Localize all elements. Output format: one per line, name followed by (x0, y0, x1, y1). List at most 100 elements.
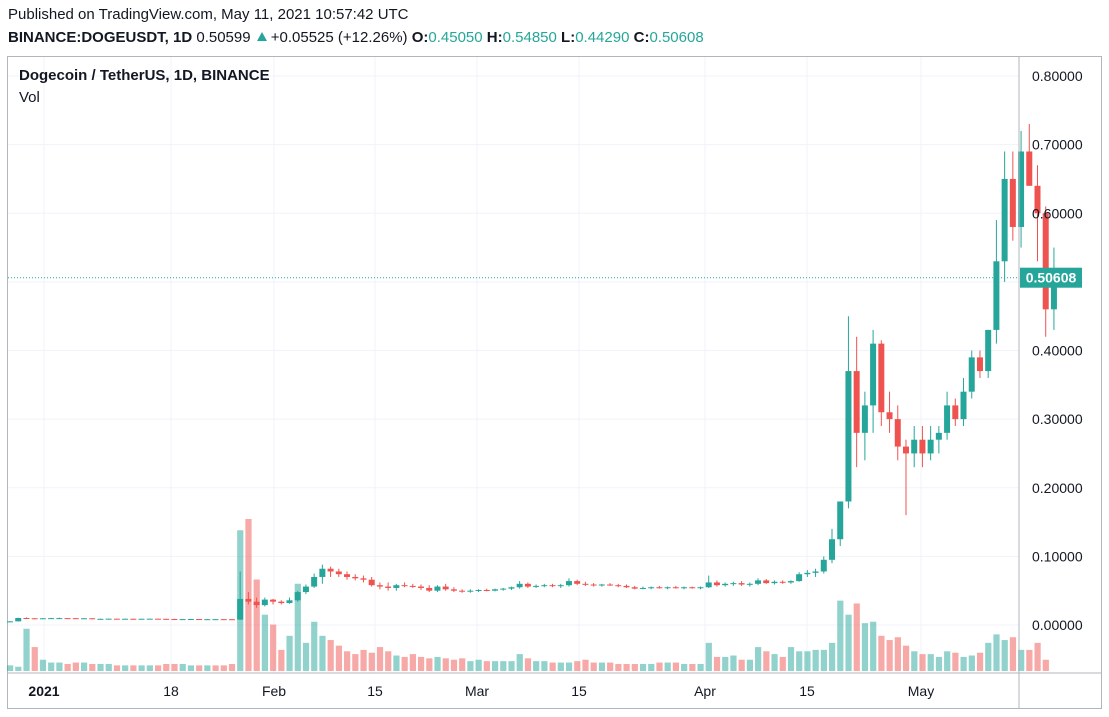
candle-body (426, 587, 433, 591)
candle-body (755, 580, 762, 584)
volume-bar (524, 658, 532, 671)
candle-body (615, 585, 622, 587)
volume-bar (138, 665, 145, 671)
volume-bar (278, 649, 285, 671)
candle-body (689, 587, 696, 589)
volume-bar (80, 662, 88, 671)
candle-body (467, 590, 474, 592)
volume-bars (7, 519, 1049, 671)
candle-body (837, 501, 844, 540)
volume-bar (1042, 659, 1049, 671)
candle-body (829, 539, 835, 560)
candle-body (730, 583, 737, 585)
candle-body (672, 587, 679, 589)
candle-body (459, 590, 466, 592)
volume-bar (812, 649, 819, 671)
volume-bar (56, 662, 63, 671)
candle-body (335, 571, 342, 575)
volume-bar (401, 656, 408, 671)
volume-bar (483, 661, 490, 671)
volume-bar (163, 663, 170, 671)
volume-bar (344, 651, 351, 671)
volume-bar (228, 663, 236, 671)
candle-body (434, 586, 441, 591)
candle-body (368, 579, 375, 586)
candle-body (270, 599, 277, 602)
candle-body (713, 582, 720, 586)
candle-body (89, 618, 96, 620)
volume-bar (639, 663, 647, 671)
candle-body (779, 581, 786, 583)
volume-bar (368, 652, 375, 671)
candle-body (927, 439, 934, 454)
close-label: C: (633, 29, 650, 46)
volume-bar (738, 659, 745, 671)
candle-body (23, 618, 30, 620)
volume-bar (442, 658, 449, 671)
candle-body (401, 585, 408, 587)
volume-bar (31, 647, 38, 671)
candle-body (1034, 185, 1041, 214)
volume-bar (689, 663, 696, 671)
y-tick-label: 0.10000 (1032, 548, 1083, 564)
candle-body (557, 585, 564, 587)
open-value: 0.45050 (428, 29, 483, 46)
candle-body (122, 618, 129, 620)
volume-bar (335, 645, 342, 671)
volume-bar (105, 663, 112, 671)
candle-body (886, 412, 893, 420)
volume-bar (985, 642, 992, 671)
candle-body (549, 585, 556, 587)
candle-body (598, 584, 605, 586)
volume-bar (1001, 640, 1008, 671)
volume-bar (894, 637, 901, 671)
axes: 0.800000.700000.600000.500000.400000.300… (8, 57, 1101, 708)
candle-body (212, 619, 219, 621)
volume-bar (993, 634, 1000, 671)
candle-body (294, 592, 301, 601)
candle-body (787, 581, 794, 583)
candle-body (944, 405, 951, 433)
grid-lines (8, 57, 1019, 673)
low-label: L: (561, 29, 576, 46)
candle-body (56, 618, 63, 620)
volume-bar (771, 654, 778, 671)
volume-bar (418, 656, 425, 671)
volume-bar (450, 659, 458, 671)
volume-bar (968, 655, 975, 671)
price-change: +0.05525 (+12.26%) (270, 29, 408, 46)
volume-legend: Vol (19, 89, 40, 106)
x-tick-label: 15 (799, 683, 815, 699)
candle-body (796, 574, 803, 582)
candle-body (705, 582, 712, 588)
volume-bar (886, 640, 893, 671)
badge-bg (1020, 267, 1082, 288)
volume-bar (541, 661, 548, 671)
candle-body (639, 587, 646, 589)
volume-bar (113, 665, 121, 671)
y-tick-label: 0.30000 (1032, 411, 1083, 427)
candle-body (344, 574, 351, 577)
candle-body (902, 446, 909, 454)
volume-bar (1034, 642, 1041, 671)
volume-bar (927, 654, 934, 671)
volume-bar (705, 642, 712, 671)
volume-bar (730, 655, 737, 671)
high-label: H: (486, 29, 503, 46)
candle-body (450, 589, 457, 591)
candle-body (590, 584, 597, 586)
candle-body (993, 261, 1000, 330)
y-tick-label: 0.60000 (1032, 205, 1083, 221)
volume-bar (607, 662, 614, 671)
volume-bar (681, 663, 688, 671)
volume-bar (204, 665, 211, 671)
candle-body (286, 600, 293, 604)
volume-bar (878, 635, 885, 671)
candle-body (48, 618, 55, 620)
candle-body (154, 618, 161, 620)
candle-body (475, 590, 482, 592)
volume-bar (122, 665, 129, 671)
candle-body (278, 601, 285, 604)
candle-body (1026, 151, 1033, 186)
